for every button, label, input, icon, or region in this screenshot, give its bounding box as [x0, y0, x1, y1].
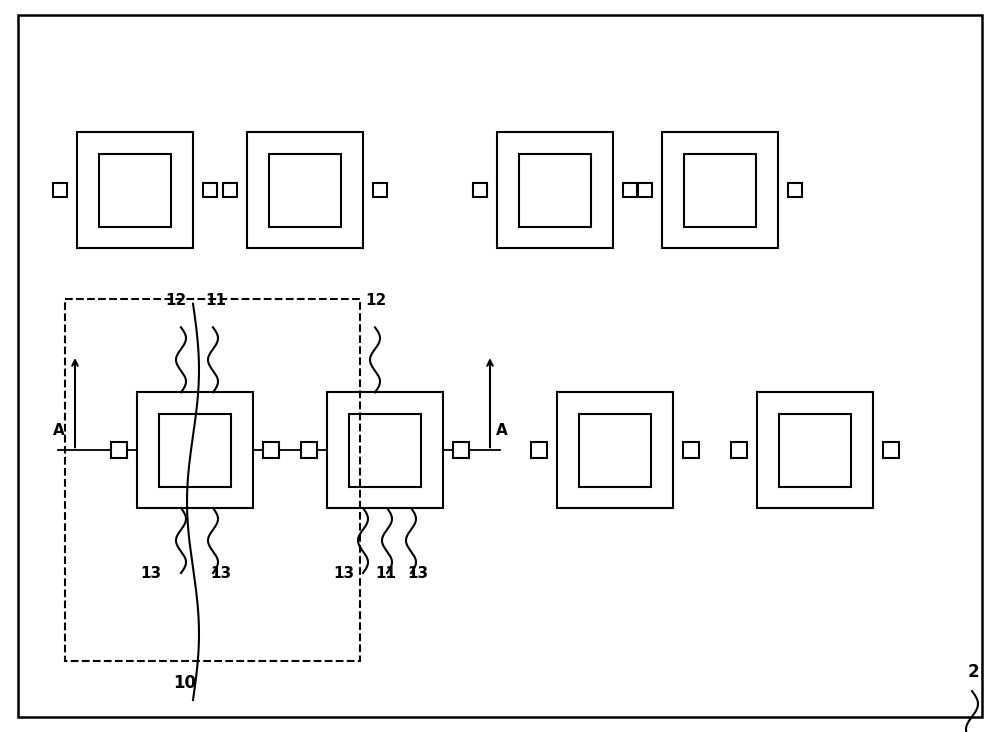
- Bar: [373, 183, 387, 198]
- Bar: [497, 132, 613, 248]
- Bar: [203, 183, 217, 198]
- Bar: [223, 183, 237, 198]
- Bar: [883, 442, 899, 458]
- Bar: [349, 414, 421, 487]
- Text: 11: 11: [375, 566, 396, 581]
- Text: 12: 12: [365, 294, 386, 308]
- Text: 2: 2: [968, 663, 980, 681]
- Bar: [757, 392, 873, 508]
- Text: 13: 13: [333, 566, 354, 581]
- Text: 11: 11: [205, 294, 226, 308]
- Text: 13: 13: [210, 566, 231, 581]
- Bar: [247, 132, 363, 248]
- Bar: [623, 183, 637, 198]
- Bar: [111, 442, 127, 458]
- Bar: [684, 154, 756, 227]
- Text: 12: 12: [165, 294, 186, 308]
- Bar: [453, 442, 469, 458]
- Bar: [301, 442, 317, 458]
- Bar: [638, 183, 652, 198]
- Text: 10: 10: [174, 674, 196, 692]
- Text: 13: 13: [407, 566, 428, 581]
- Bar: [137, 392, 253, 508]
- Bar: [65, 299, 360, 661]
- Bar: [531, 442, 547, 458]
- Bar: [263, 442, 279, 458]
- Bar: [473, 183, 487, 198]
- Bar: [269, 154, 341, 227]
- Bar: [53, 183, 67, 198]
- Bar: [159, 414, 231, 487]
- Bar: [579, 414, 651, 487]
- Text: A: A: [53, 423, 65, 438]
- Bar: [519, 154, 591, 227]
- Bar: [788, 183, 802, 198]
- Text: 13: 13: [140, 566, 161, 581]
- Bar: [662, 132, 778, 248]
- Bar: [327, 392, 443, 508]
- Bar: [557, 392, 673, 508]
- Bar: [77, 132, 193, 248]
- Text: A: A: [496, 423, 508, 438]
- Bar: [683, 442, 699, 458]
- Bar: [779, 414, 851, 487]
- Bar: [731, 442, 747, 458]
- Bar: [99, 154, 171, 227]
